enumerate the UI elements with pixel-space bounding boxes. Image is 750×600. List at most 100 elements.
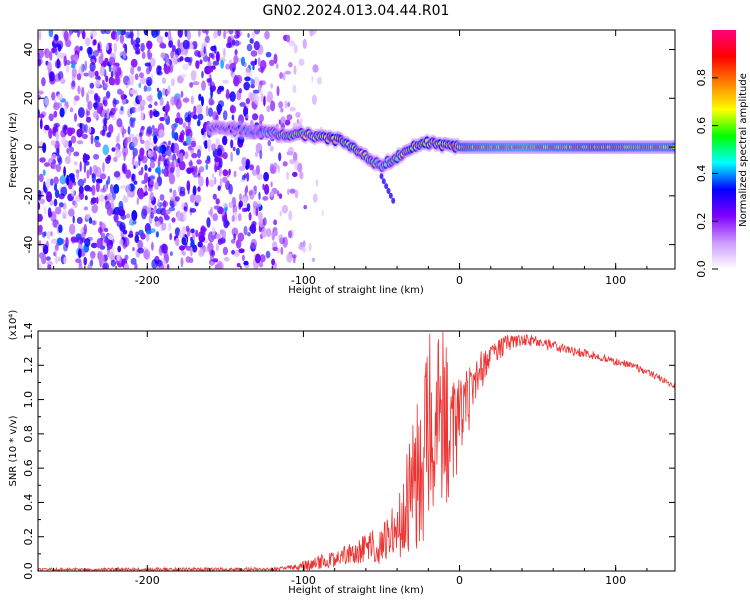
noise-speck <box>169 167 175 174</box>
noise-speck <box>68 173 75 179</box>
noise-speck <box>205 35 210 44</box>
noise-speck <box>65 60 71 66</box>
noise-speck <box>113 212 119 223</box>
noise-speck <box>60 78 66 85</box>
noise-speck <box>179 230 184 238</box>
x-tick-label: 100 <box>605 274 626 287</box>
noise-speck <box>38 58 42 67</box>
noise-speck <box>196 159 202 165</box>
noise-speck <box>215 233 221 240</box>
noise-speck <box>87 263 91 269</box>
noise-speck <box>179 190 186 197</box>
noise-speck <box>168 140 171 146</box>
noise-speck <box>70 188 75 197</box>
noise-speck <box>188 257 194 264</box>
noise-speck <box>144 139 151 151</box>
noise-speck <box>215 242 219 252</box>
noise-speck <box>54 183 58 189</box>
noise-speck <box>68 140 72 148</box>
noise-speck <box>123 151 126 162</box>
noise-speck <box>89 82 95 89</box>
noise-speck <box>197 119 201 127</box>
noise-speck <box>279 210 282 217</box>
noise-speck <box>149 191 154 202</box>
noise-speck <box>252 113 259 121</box>
noise-speck <box>111 147 116 152</box>
noise-speck <box>254 58 257 66</box>
noise-speck <box>56 102 62 108</box>
noise-speck <box>86 92 89 103</box>
y-tick-label: 0 <box>22 144 35 151</box>
noise-speck <box>42 142 47 154</box>
noise-speck <box>73 151 80 157</box>
noise-speck <box>244 76 251 82</box>
noise-speck <box>201 30 207 34</box>
noise-speck <box>78 107 85 118</box>
noise-speck <box>289 159 295 165</box>
noise-speck <box>155 30 160 37</box>
noise-speck <box>105 75 109 83</box>
noise-speck <box>222 246 228 256</box>
noise-speck <box>214 177 217 185</box>
noise-speck <box>168 207 176 212</box>
noise-speck <box>286 253 293 263</box>
noise-speck <box>257 84 262 93</box>
noise-speck <box>250 238 258 250</box>
snr-x-axis-label: Height of straight line (km) <box>288 585 424 596</box>
noise-speck <box>67 127 73 137</box>
noise-speck <box>295 111 301 118</box>
noise-speck <box>190 70 197 81</box>
noise-speck <box>312 193 318 203</box>
noise-speck <box>254 185 257 195</box>
y-tick-label: 1.0 <box>22 391 35 409</box>
noise-speck <box>257 211 263 221</box>
noise-speck <box>172 189 177 199</box>
noise-speck <box>150 212 154 219</box>
noise-speck <box>38 90 44 95</box>
noise-speck <box>102 79 105 85</box>
noise-speck <box>108 123 114 134</box>
spectrogram-x-axis-label: Height of straight line (km) <box>288 285 424 296</box>
noise-speck <box>109 77 116 86</box>
noise-speck <box>194 50 200 57</box>
noise-speck <box>147 205 152 215</box>
noise-speck <box>78 248 82 259</box>
noise-speck <box>242 207 246 212</box>
noise-speck <box>178 117 184 125</box>
noise-speck <box>118 51 123 57</box>
noise-speck <box>102 162 105 173</box>
noise-speck <box>83 223 88 235</box>
noise-speck <box>219 157 223 169</box>
noise-speck <box>284 70 291 75</box>
noise-speck <box>212 60 220 66</box>
noise-speck <box>77 85 81 95</box>
noise-speck <box>103 100 108 107</box>
noise-speck <box>233 54 239 65</box>
noise-speck <box>51 153 57 160</box>
noise-speck <box>194 194 202 203</box>
noise-speck <box>104 30 111 35</box>
noise-speck <box>132 247 135 252</box>
noise-speck <box>250 60 256 66</box>
noise-speck <box>151 241 154 251</box>
snr-background <box>38 331 675 571</box>
noise-speck <box>286 114 293 121</box>
noise-speck <box>92 39 96 46</box>
noise-speck <box>220 207 225 213</box>
noise-speck <box>261 227 267 238</box>
noise-speck <box>249 164 255 171</box>
noise-speck <box>201 70 204 79</box>
colorbar-label: Normalized spectral amplitude <box>738 73 749 227</box>
noise-speck <box>180 73 187 78</box>
noise-speck <box>287 188 290 196</box>
noise-speck <box>133 180 138 185</box>
y-tick-label: 0.2 <box>22 528 35 546</box>
noise-speck <box>74 113 77 122</box>
noise-speck <box>207 144 211 152</box>
snr-y-multiplier: (x10⁴) <box>8 310 19 341</box>
noise-speck <box>147 167 152 172</box>
noise-speck <box>55 163 62 173</box>
noise-speck <box>266 105 271 113</box>
noise-speck <box>205 176 209 187</box>
noise-speck <box>259 261 264 268</box>
